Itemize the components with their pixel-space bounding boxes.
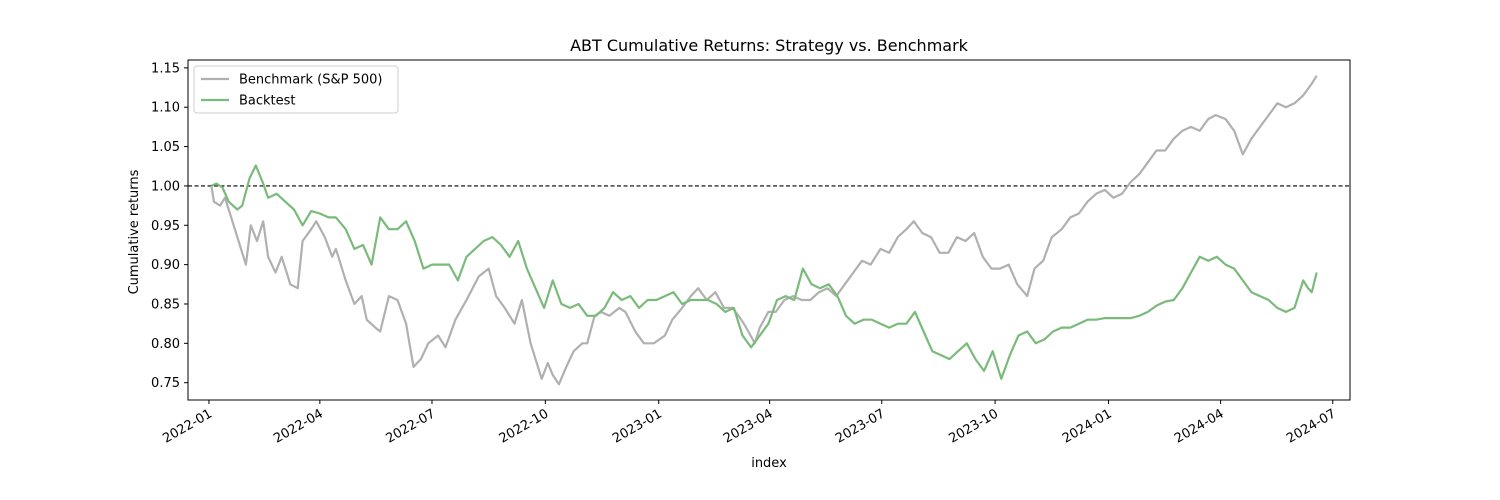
plot-frame [187, 59, 1351, 401]
series-line-1 [210, 164, 1318, 380]
y-axis-label: Cumulative returns [127, 169, 142, 294]
series-line-0 [210, 75, 1318, 386]
y-tick-label-6: 1.05 [151, 140, 180, 155]
chart-title: ABT Cumulative Returns: Strategy vs. Ben… [570, 36, 969, 55]
legend-label-0: Benchmark (S&P 500) [239, 73, 383, 88]
legend-label-1: Backtest [239, 94, 296, 109]
y-tick-label-1: 0.80 [151, 337, 180, 352]
y-tick-label-4: 0.95 [151, 219, 180, 234]
y-tick-label-7: 1.10 [151, 101, 180, 116]
x-axis-label: index [751, 456, 787, 471]
legend-box [193, 65, 399, 114]
y-tick-label-0: 0.75 [151, 376, 180, 391]
y-tick-label-5: 1.00 [151, 179, 180, 194]
y-tick-label-3: 0.90 [151, 258, 180, 273]
y-tick-label-8: 1.15 [151, 61, 180, 76]
y-tick-label-2: 0.85 [151, 297, 180, 312]
